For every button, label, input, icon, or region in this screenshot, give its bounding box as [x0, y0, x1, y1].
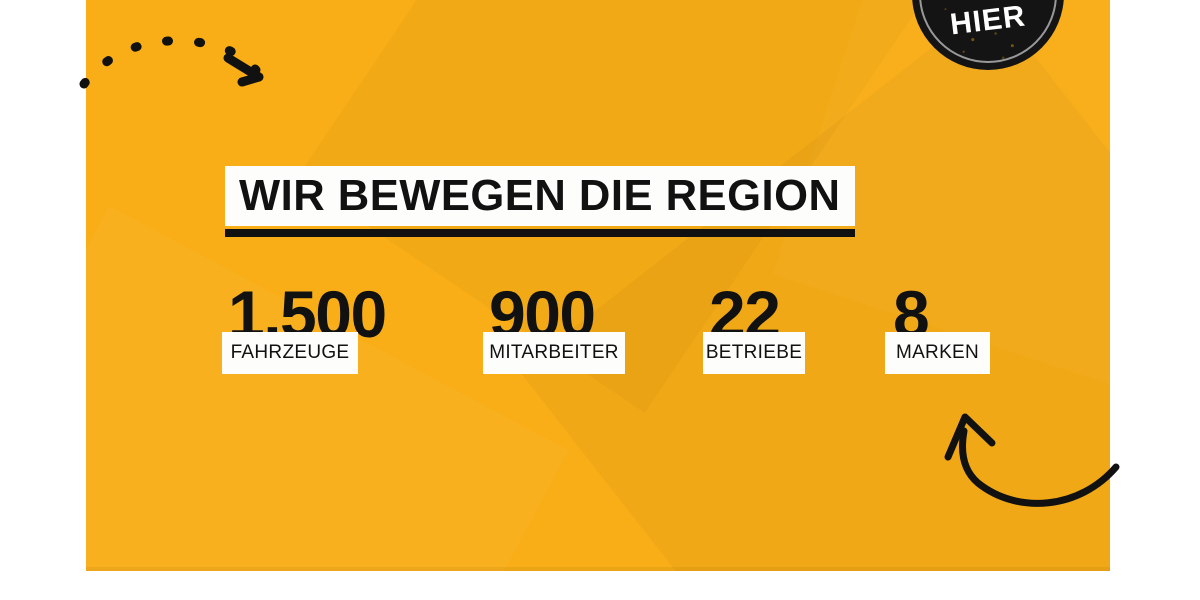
- headline-box: WIR BEWEGEN DIE REGION: [225, 166, 855, 226]
- headline-underline: [225, 229, 855, 237]
- panel-bottom-edge: [86, 567, 1110, 571]
- page-title: WIR BEWEGEN DIE REGION: [239, 171, 841, 220]
- stat-label-box: FAHRZEUGE: [222, 332, 358, 374]
- stat-label-box: BETRIEBE: [703, 332, 805, 374]
- stat-label-box: MARKEN: [885, 332, 990, 374]
- orange-panel: [86, 0, 1110, 571]
- stat-label-box: MITARBEITER: [483, 332, 625, 374]
- stat-label: BETRIEBE: [705, 342, 803, 363]
- headline-banner: WIR BEWEGEN DIE REGION: [225, 166, 855, 237]
- stat-label: MARKEN: [895, 342, 980, 363]
- stat-label: MITARBEITER: [489, 342, 619, 363]
- stat-label: FAHRZEUGE: [230, 342, 350, 363]
